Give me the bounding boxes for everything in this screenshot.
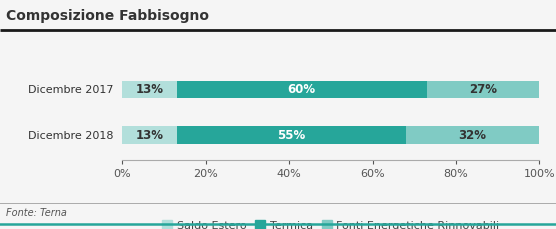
Text: 27%: 27% (469, 83, 497, 96)
Legend: Saldo Estero, Termica, Fonti Energetiche Rinnovabili: Saldo Estero, Termica, Fonti Energetiche… (158, 216, 504, 229)
Bar (122, 126, 177, 144)
Text: 13%: 13% (136, 83, 163, 96)
Text: 13%: 13% (136, 129, 163, 142)
Text: 60%: 60% (287, 83, 316, 96)
Bar (406, 126, 539, 144)
Bar (177, 81, 427, 98)
Text: 55%: 55% (277, 129, 305, 142)
Bar (427, 81, 539, 98)
Text: 32%: 32% (459, 129, 486, 142)
Text: Composizione Fabbisogno: Composizione Fabbisogno (6, 9, 208, 23)
Bar (177, 126, 406, 144)
Bar (122, 81, 177, 98)
Text: Fonte: Terna: Fonte: Terna (6, 208, 66, 218)
